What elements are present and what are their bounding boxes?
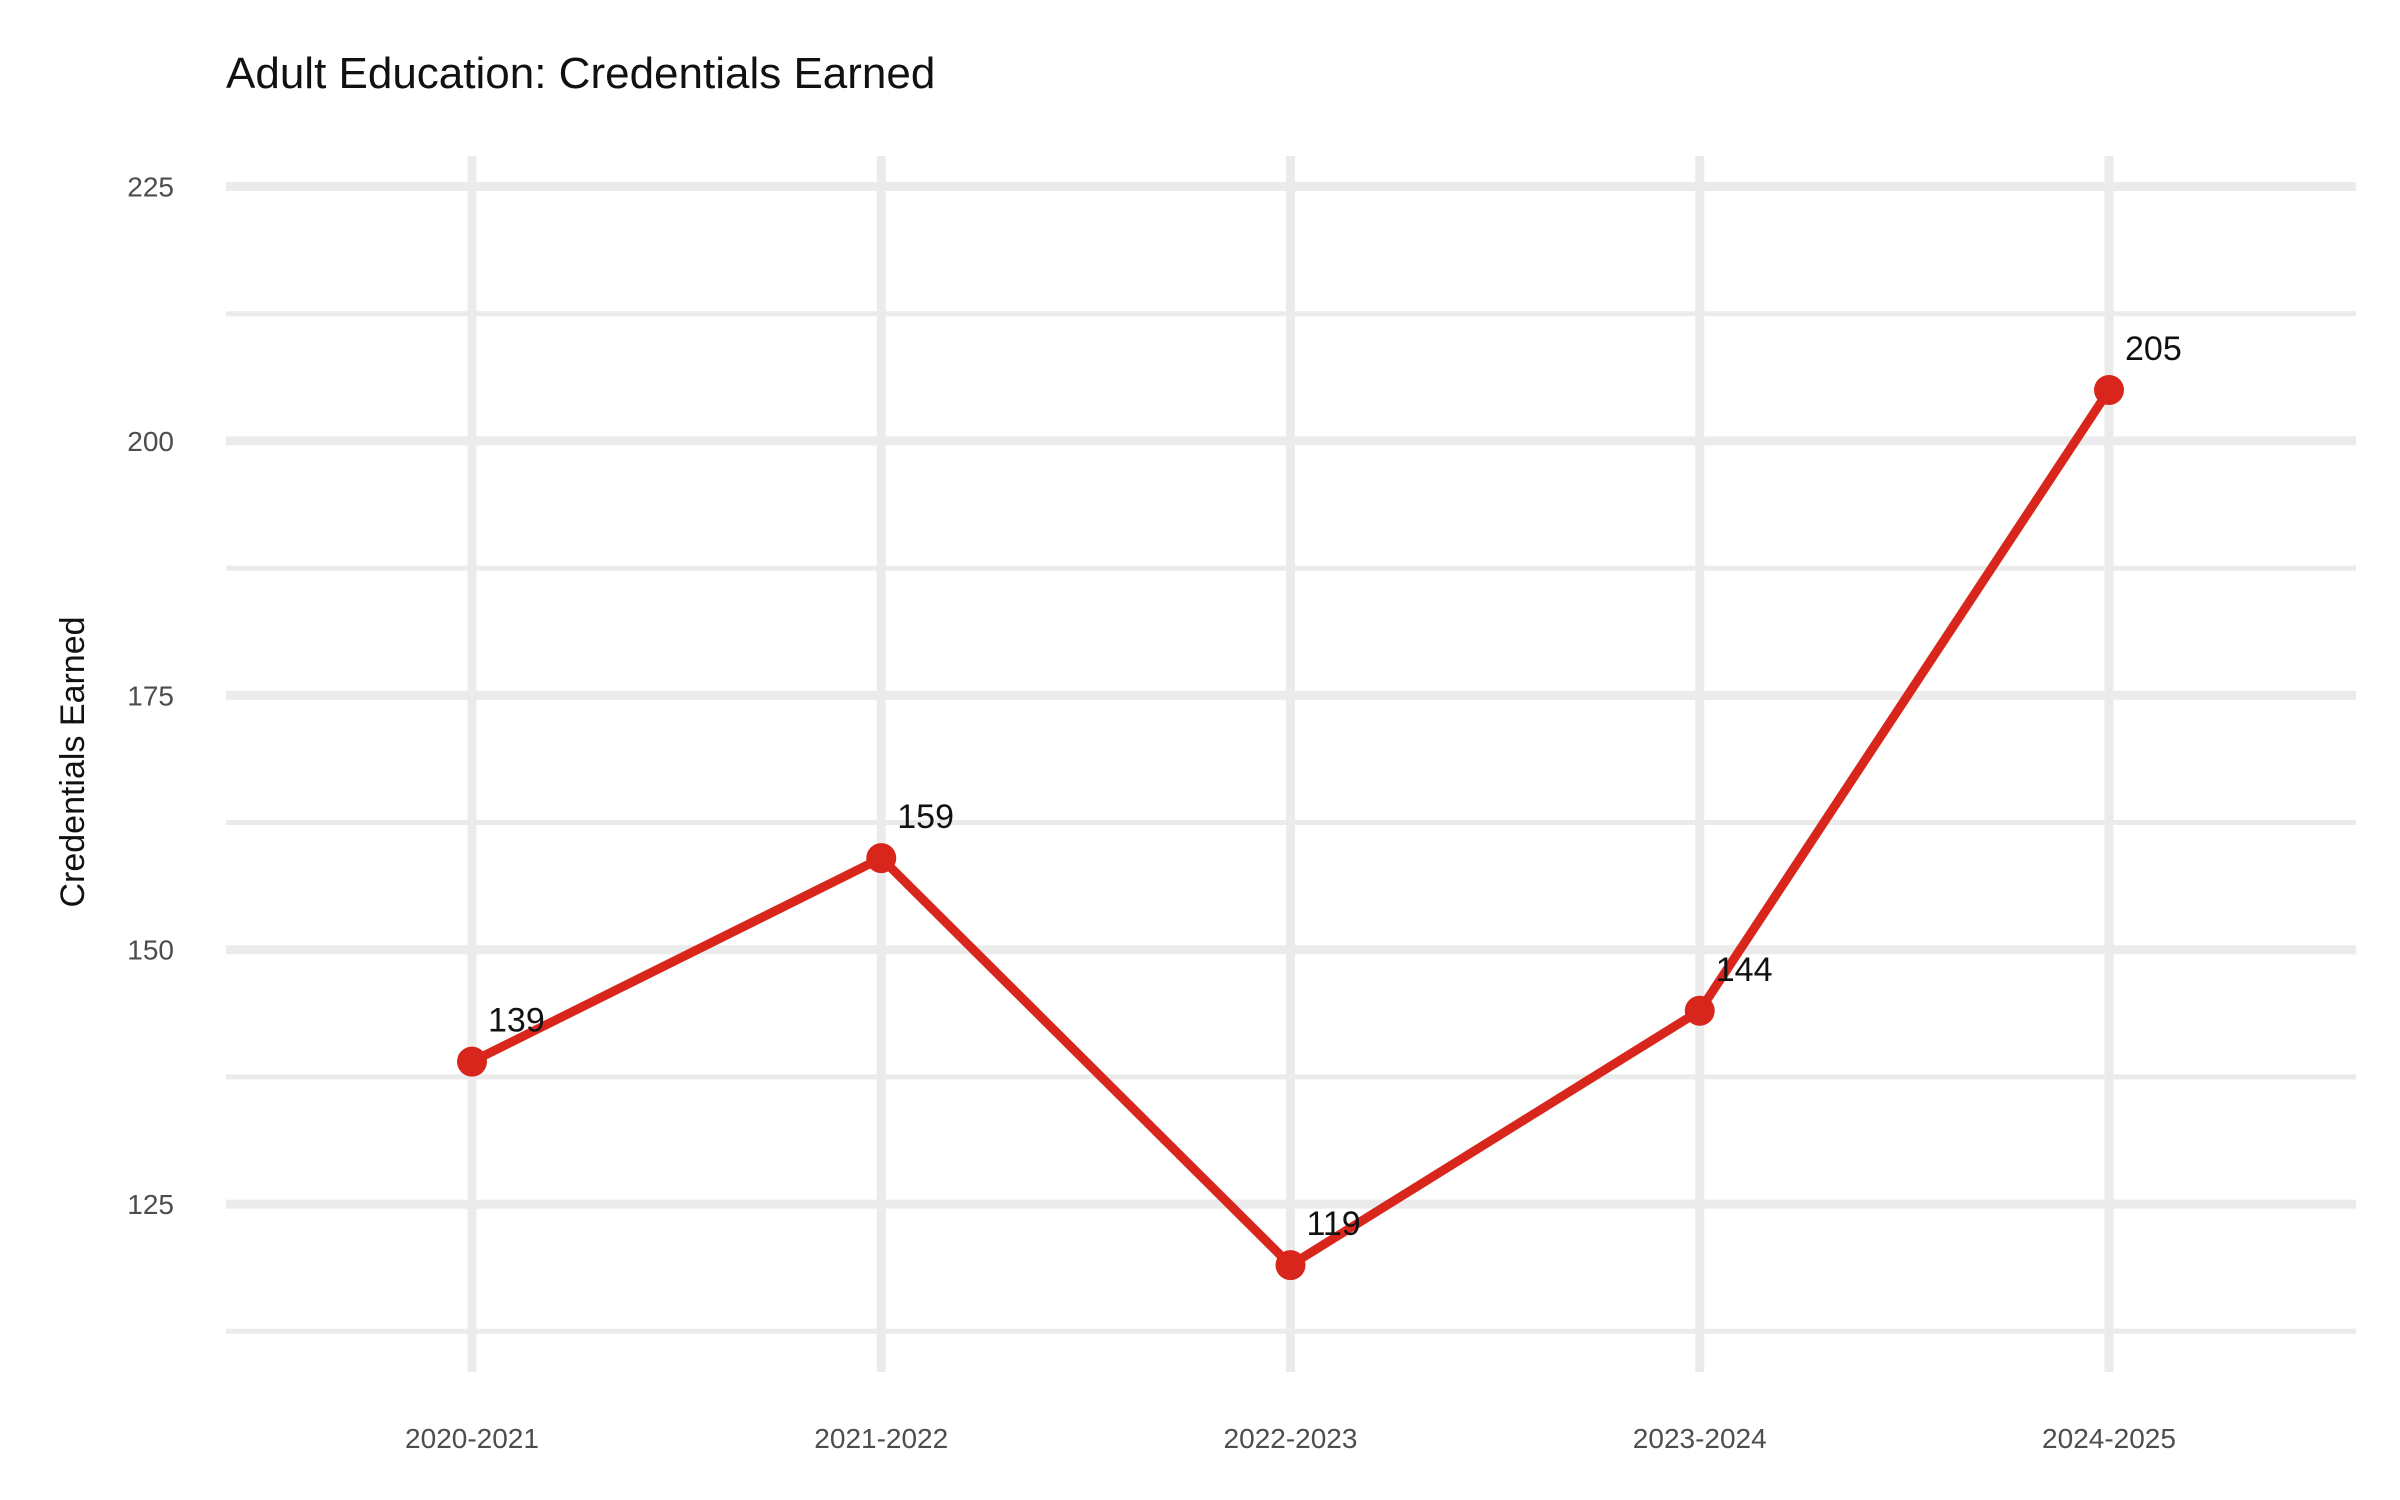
y-tick-label: 200: [127, 426, 174, 457]
data-point: [866, 843, 897, 874]
x-tick-label: 2023-2024: [1633, 1423, 1767, 1454]
data-label: 205: [2125, 330, 2182, 368]
data-point: [1275, 1250, 1306, 1281]
data-point: [1684, 995, 1715, 1026]
data-point: [457, 1046, 487, 1077]
y-tick-label: 225: [127, 172, 174, 203]
x-tick-label: 2024-2025: [2042, 1423, 2176, 1454]
y-tick-labels: 125 150 175 200 225: [127, 172, 174, 1221]
data-points: [457, 375, 2124, 1281]
y-tick-label: 175: [127, 680, 174, 711]
chart-title: Adult Education: Credentials Earned: [226, 49, 935, 98]
data-point: [2094, 375, 2124, 406]
x-tick-labels: 2020-2021 2021-2022 2022-2023 2023-2024 2024…: [405, 1423, 2176, 1454]
data-label: 139: [488, 1002, 545, 1040]
x-tick-label: 2020-2021: [405, 1423, 539, 1454]
data-label: 159: [897, 798, 954, 836]
x-tick-label: 2021-2022: [814, 1423, 948, 1454]
data-labels: 139 159 119 144 205: [488, 330, 2182, 1243]
y-tick-label: 150: [127, 935, 174, 966]
data-label: 119: [1307, 1205, 1361, 1243]
y-axis-title: Credentials Earned: [54, 616, 92, 907]
x-tick-label: 2022-2023: [1224, 1423, 1358, 1454]
grid-lines: [226, 156, 2356, 1372]
data-label: 144: [1716, 951, 1773, 989]
y-tick-label: 125: [127, 1189, 174, 1220]
